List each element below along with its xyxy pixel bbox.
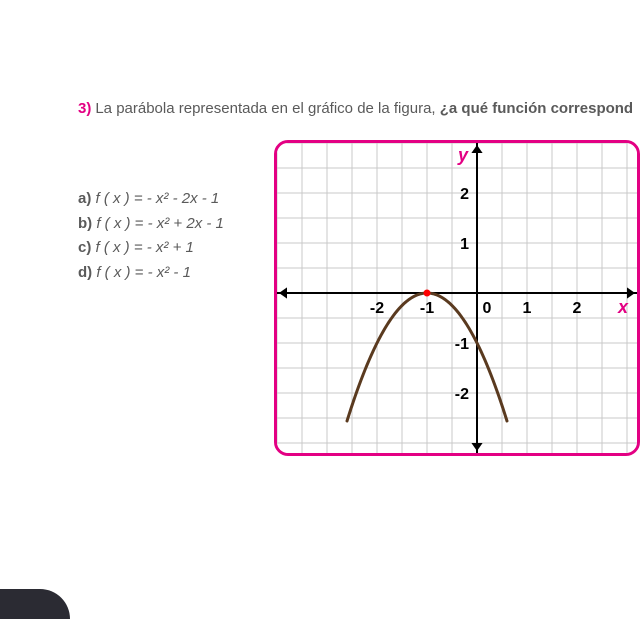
parabola-chart: -2 -1 0 1 2 2 1 -1 -2 x y [277,143,637,453]
page-root: 3)La parábola representada en el gráfico… [0,0,641,619]
option-fn: f ( x ) = - x² + 1 [96,239,194,256]
question-body: La parábola representada en el gráfico d… [95,100,439,117]
option-label: a) [78,190,91,207]
option-label: b) [78,215,92,232]
options-list: a) f ( x ) = - x² - 2x - 1 b) f ( x ) = … [78,188,224,286]
svg-text:-2: -2 [370,300,384,317]
svg-text:0: 0 [483,300,492,317]
option-a: a) f ( x ) = - x² - 2x - 1 [78,188,224,211]
svg-text:y: y [457,145,469,165]
option-fn: f ( x ) = - x² + 2x - 1 [96,215,224,232]
svg-text:-1: -1 [455,336,469,353]
option-c: c) f ( x ) = - x² + 1 [78,237,224,260]
option-fn: f ( x ) = - x² - 1 [96,264,191,281]
corner-decoration [0,589,70,619]
chart-frame: -2 -1 0 1 2 2 1 -1 -2 x y [274,140,640,456]
option-label: c) [78,239,91,256]
question-text: 3)La parábola representada en el gráfico… [78,98,641,119]
svg-text:1: 1 [460,236,469,253]
option-label: d) [78,264,92,281]
question-number: 3) [78,100,91,117]
option-d: d) f ( x ) = - x² - 1 [78,262,224,285]
svg-text:-2: -2 [455,386,469,403]
option-fn: f ( x ) = - x² - 2x - 1 [96,190,220,207]
svg-text:-1: -1 [420,300,434,317]
svg-text:2: 2 [573,300,582,317]
svg-text:x: x [617,297,629,317]
option-b: b) f ( x ) = - x² + 2x - 1 [78,213,224,236]
svg-text:2: 2 [460,186,469,203]
svg-text:1: 1 [523,300,532,317]
question-bold: ¿a qué función correspond [440,100,633,117]
